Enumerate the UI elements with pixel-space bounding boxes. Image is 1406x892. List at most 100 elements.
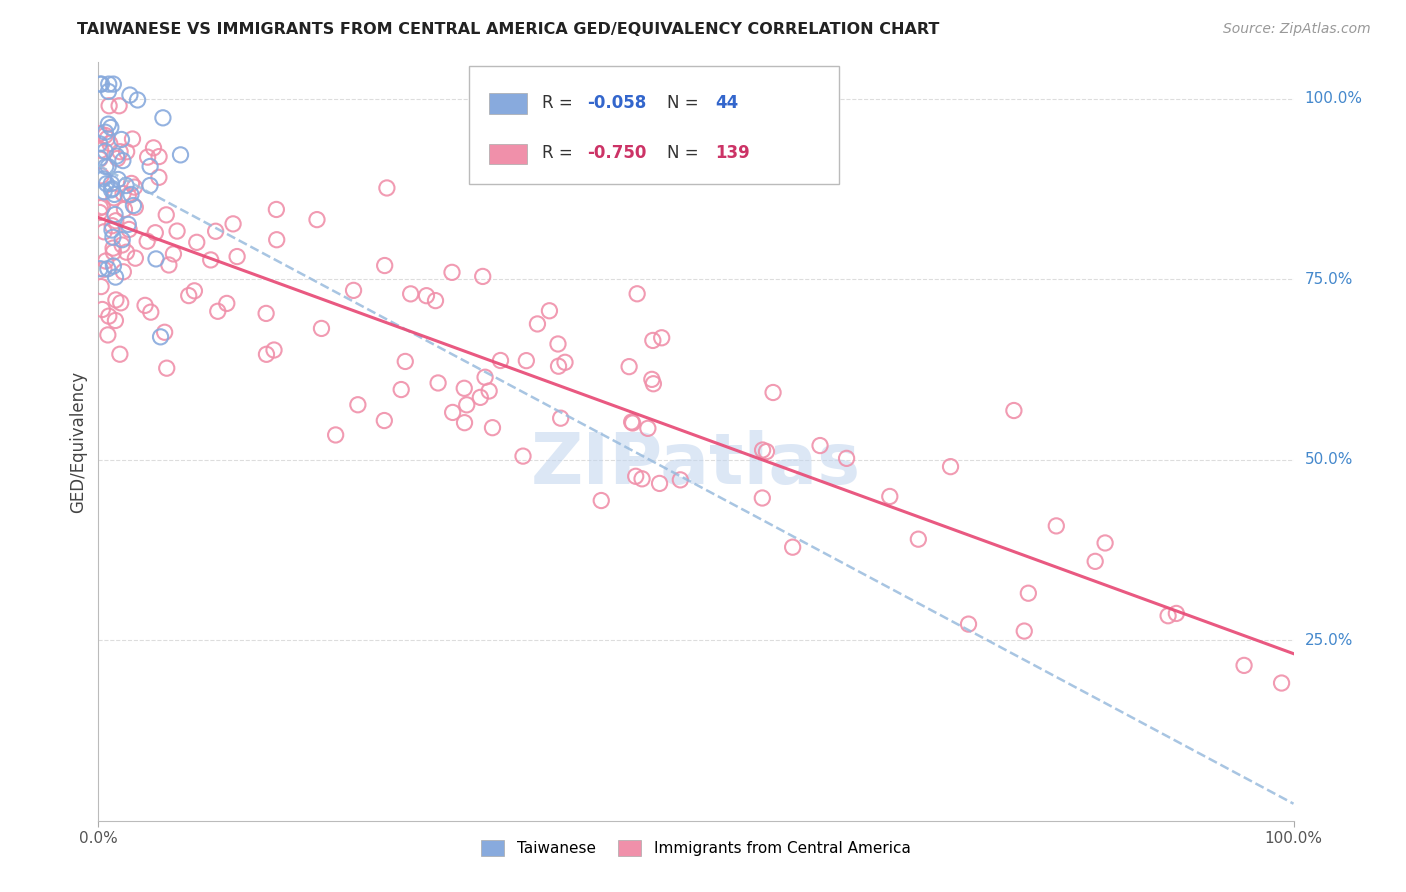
Point [108,99,131,113]
Text: 139: 139 [716,145,749,162]
Point [641,334,664,348]
Point [96,131,118,145]
Point [120,187,142,202]
Text: N =: N = [668,145,704,162]
Point [266,233,288,247]
Point [215,296,238,310]
Point [89,127,111,141]
Point [105,149,128,163]
Point [957,617,980,632]
Point [90,169,112,183]
Point [373,413,395,427]
Point [617,359,640,374]
Text: 75.0%: 75.0% [1305,271,1353,286]
Point [91,302,114,317]
Point [624,469,647,483]
Point [441,405,464,419]
Point [114,202,136,217]
Point [143,226,166,240]
Point [155,208,177,222]
Point [91,200,114,214]
Point [101,219,124,233]
Point [145,252,167,266]
Point [152,111,174,125]
Point [554,355,576,369]
Point [440,265,463,279]
Point [751,491,773,505]
Text: R =: R = [541,145,578,162]
Point [139,178,162,193]
Point [782,540,804,554]
Point [1012,624,1035,638]
Point [266,202,288,217]
Point [512,449,534,463]
Point [108,145,131,159]
Point [117,188,139,202]
Point [89,152,111,166]
Point [127,93,149,107]
Point [97,327,120,342]
Text: ZIPatlas: ZIPatlas [531,430,860,499]
Point [97,309,120,323]
Point [110,295,132,310]
Point [471,269,494,284]
Point [96,177,118,191]
Point [101,181,124,195]
Point [97,85,120,99]
Point [526,317,548,331]
Point [89,151,111,165]
Point [651,331,673,345]
Point [375,181,398,195]
Point [200,252,222,267]
Point [169,148,191,162]
Text: 100.0%: 100.0% [1305,91,1362,106]
Point [641,372,664,386]
Point [136,150,159,164]
Point [94,254,117,268]
Point [474,370,496,384]
Point [415,288,437,302]
Point [94,145,117,159]
Point [939,459,962,474]
Point [305,212,328,227]
Point [115,145,138,159]
Point [374,259,396,273]
Point [103,191,125,205]
Point [325,428,347,442]
Text: N =: N = [668,94,704,112]
Text: 25.0%: 25.0% [1305,632,1353,648]
Point [621,416,644,430]
Point [94,128,117,143]
Point [153,326,176,340]
Y-axis label: GED/Equivalency: GED/Equivalency [69,370,87,513]
Point [104,293,127,307]
Point [139,305,162,319]
Point [550,411,572,425]
Point [226,250,249,264]
Point [907,532,929,546]
Point [399,286,422,301]
Point [115,245,138,260]
Point [111,153,134,168]
Point [122,198,145,212]
Point [94,125,117,139]
Point [256,347,278,361]
Point [1002,403,1025,417]
Point [453,381,475,395]
Point [489,353,512,368]
Point [453,416,475,430]
Point [425,293,447,308]
Text: 44: 44 [716,94,738,112]
Point [98,136,121,151]
Point [111,238,134,252]
Point [591,493,613,508]
Point [97,117,120,131]
Point [1094,536,1116,550]
Point [648,476,671,491]
Point [389,383,412,397]
Point [90,77,112,91]
Point [183,284,205,298]
Point [124,180,146,194]
Point [93,225,115,239]
Point [103,77,125,91]
